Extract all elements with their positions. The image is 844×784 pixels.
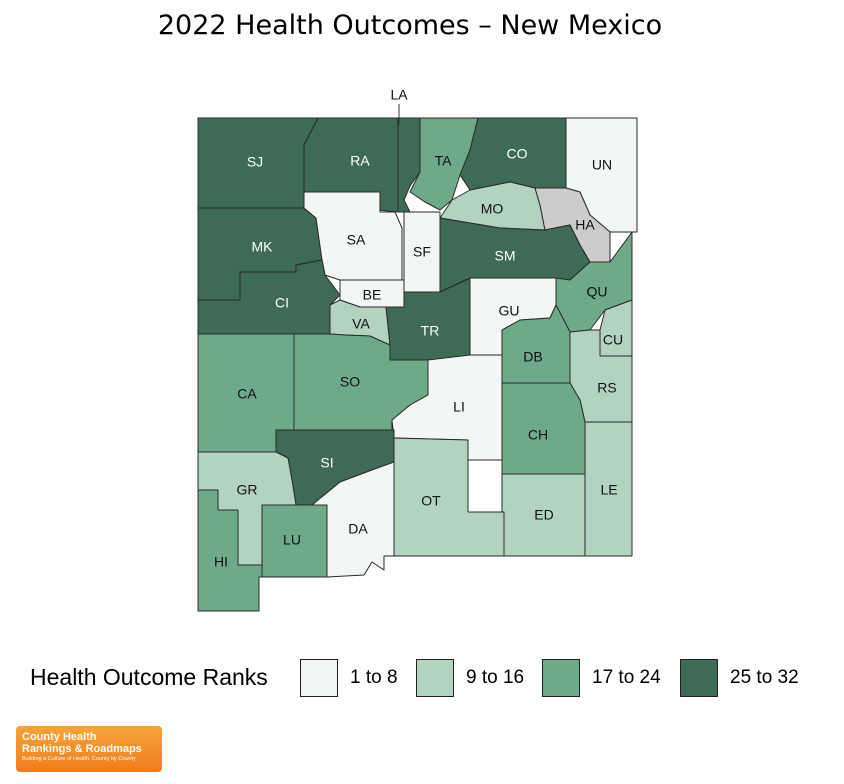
county-hi (197, 489, 263, 612)
county-label-la: LA (390, 87, 408, 103)
county-label-si: SI (320, 455, 333, 471)
county-label-li: LI (453, 399, 465, 415)
county-label-le: LE (600, 482, 617, 498)
county-label-ha: HA (575, 217, 595, 233)
county-label-gu: GU (499, 303, 520, 319)
county-label-ch: CH (528, 427, 548, 443)
legend-label: 17 to 24 (592, 667, 661, 688)
county-label-ra: RA (350, 153, 370, 169)
county-label-so: SO (340, 374, 360, 390)
logo-tagline: Building a Culture of Health, County by … (22, 756, 136, 762)
county-label-ot: OT (421, 493, 441, 509)
legend-swatch (300, 659, 338, 697)
legend-item-r1: 1 to 8 (300, 658, 398, 698)
legend-swatch (542, 659, 580, 697)
county-label-mo: MO (481, 201, 504, 217)
county-label-ci: CI (275, 295, 289, 311)
legend-title: Health Outcome Ranks (30, 664, 268, 690)
new-mexico-county-map: SJ RA LA TA CO UN MO HA MK SA SF SM CI BE VA TR GU QU CU DB… (197, 87, 638, 612)
county-label-va: VA (352, 316, 370, 332)
county-label-sm: SM (495, 248, 516, 264)
map-title: 2022 Health Outcomes – New Mexico (157, 10, 663, 41)
county-label-hi: HI (214, 554, 228, 570)
county-label-ta: TA (435, 153, 453, 169)
county-label-db: DB (523, 349, 542, 365)
legend-item-r2: 9 to 16 (416, 658, 524, 698)
chr-logo: County Health Rankings & Roadmaps Buildi… (16, 726, 162, 772)
county-label-lu: LU (283, 532, 301, 548)
legend-label: 25 to 32 (730, 667, 799, 688)
county-label-da: DA (348, 521, 368, 537)
legend-item-r4: 25 to 32 (680, 658, 799, 698)
county-label-co: CO (507, 146, 528, 162)
county-le (584, 421, 633, 557)
county-label-cu: CU (603, 332, 623, 348)
county-label-qu: QU (587, 284, 608, 300)
logo-line-2: Rankings & Roadmaps (22, 743, 142, 755)
county-lu (261, 504, 328, 578)
county-la (397, 117, 421, 213)
county-label-sa: SA (347, 232, 366, 248)
county-label-mk: MK (252, 239, 274, 255)
legend-swatch (680, 659, 718, 697)
legend-item-r3: 17 to 24 (542, 658, 661, 698)
county-label-un: UN (592, 157, 612, 173)
county-label-be: BE (363, 287, 382, 303)
county-label-ed: ED (534, 507, 553, 523)
county-label-rs: RS (597, 380, 616, 396)
county-label-sj: SJ (247, 154, 263, 170)
logo-line-1: County Health (22, 731, 97, 743)
legend-label: 9 to 16 (466, 667, 525, 688)
county-label-tr: TR (421, 323, 440, 339)
county-label-ca: CA (237, 386, 257, 402)
legend-label: 1 to 8 (350, 667, 398, 688)
county-label-gr: GR (237, 482, 258, 498)
county-label-sf: SF (413, 244, 431, 260)
legend-swatch (416, 659, 454, 697)
